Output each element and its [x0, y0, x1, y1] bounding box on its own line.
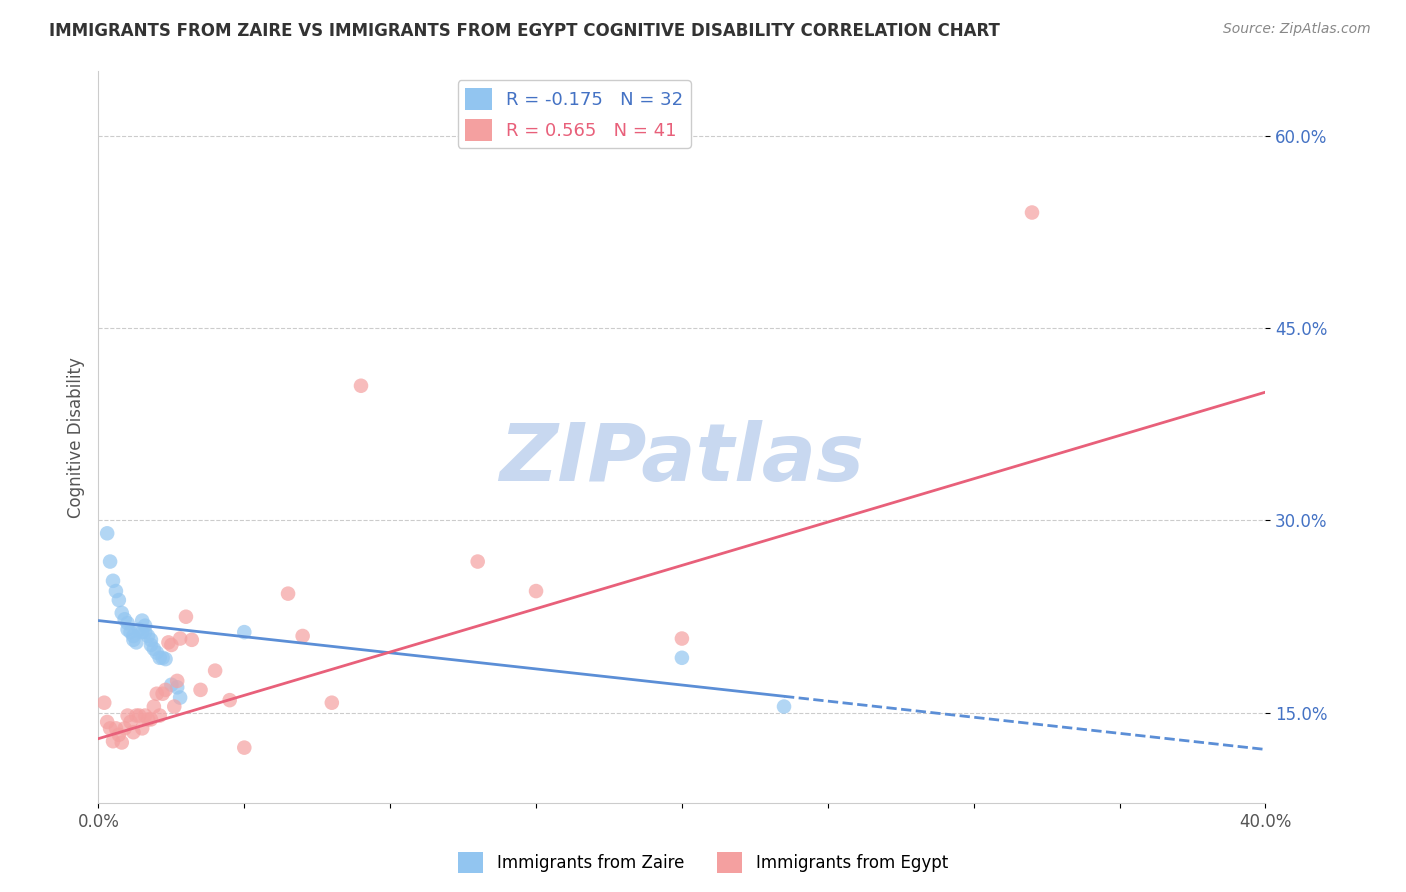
Point: [122, 629, 145, 643]
Point: [149, 708, 172, 723]
Point: [155, 652, 177, 666]
Point: [114, 722, 136, 736]
Legend: R = -0.175   N = 32, R = 0.565   N = 41: R = -0.175 N = 32, R = 0.565 N = 41: [457, 80, 690, 148]
Point: [108, 728, 131, 742]
Point: [155, 682, 177, 697]
Point: [117, 623, 139, 637]
Point: [152, 687, 174, 701]
Point: [142, 699, 165, 714]
Point: [321, 696, 343, 710]
Point: [160, 638, 183, 652]
Point: [104, 722, 127, 736]
Point: [277, 587, 299, 601]
Point: [1021, 205, 1043, 219]
Point: [169, 690, 191, 705]
Point: [131, 722, 153, 736]
Point: [96, 714, 118, 729]
Point: [108, 593, 131, 607]
Point: [180, 632, 202, 647]
Point: [117, 708, 139, 723]
Point: [773, 699, 796, 714]
Point: [166, 681, 188, 695]
Point: [120, 714, 142, 729]
Y-axis label: Cognitive Disability: Cognitive Disability: [66, 357, 84, 517]
Point: [146, 646, 169, 660]
Point: [233, 740, 256, 755]
Point: [350, 378, 373, 392]
Point: [146, 687, 169, 701]
Point: [671, 650, 693, 665]
Point: [291, 629, 314, 643]
Point: [120, 625, 142, 640]
Text: Source: ZipAtlas.com: Source: ZipAtlas.com: [1223, 22, 1371, 37]
Point: [122, 725, 145, 739]
Point: [218, 693, 240, 707]
Point: [101, 734, 124, 748]
Point: [104, 584, 127, 599]
Point: [128, 623, 150, 637]
Point: [204, 664, 226, 678]
Point: [190, 682, 212, 697]
Point: [117, 616, 139, 631]
Point: [139, 638, 162, 652]
Point: [142, 641, 165, 656]
Point: [174, 609, 197, 624]
Point: [139, 712, 162, 726]
Point: [152, 650, 174, 665]
Point: [149, 650, 172, 665]
Point: [122, 632, 145, 647]
Point: [125, 708, 148, 723]
Point: [134, 708, 156, 723]
Point: [96, 526, 118, 541]
Text: ZIPatlas: ZIPatlas: [499, 420, 865, 498]
Point: [136, 629, 159, 643]
Point: [169, 632, 191, 646]
Point: [166, 673, 188, 688]
Legend: Immigrants from Zaire, Immigrants from Egypt: Immigrants from Zaire, Immigrants from E…: [451, 846, 955, 880]
Point: [139, 632, 162, 647]
Point: [233, 625, 256, 640]
Text: IMMIGRANTS FROM ZAIRE VS IMMIGRANTS FROM EGYPT COGNITIVE DISABILITY CORRELATION : IMMIGRANTS FROM ZAIRE VS IMMIGRANTS FROM…: [49, 22, 1000, 40]
Point: [134, 618, 156, 632]
Point: [101, 574, 124, 588]
Point: [163, 699, 186, 714]
Point: [131, 614, 153, 628]
Point: [524, 584, 547, 599]
Point: [131, 625, 153, 640]
Point: [125, 635, 148, 649]
Point: [157, 635, 180, 649]
Point: [111, 735, 134, 749]
Point: [671, 632, 693, 646]
Point: [136, 712, 159, 726]
Point: [98, 722, 121, 736]
Point: [114, 612, 136, 626]
Point: [134, 625, 156, 640]
Point: [160, 678, 183, 692]
Point: [98, 555, 121, 569]
Point: [111, 606, 134, 620]
Point: [93, 696, 115, 710]
Point: [128, 708, 150, 723]
Point: [467, 555, 489, 569]
